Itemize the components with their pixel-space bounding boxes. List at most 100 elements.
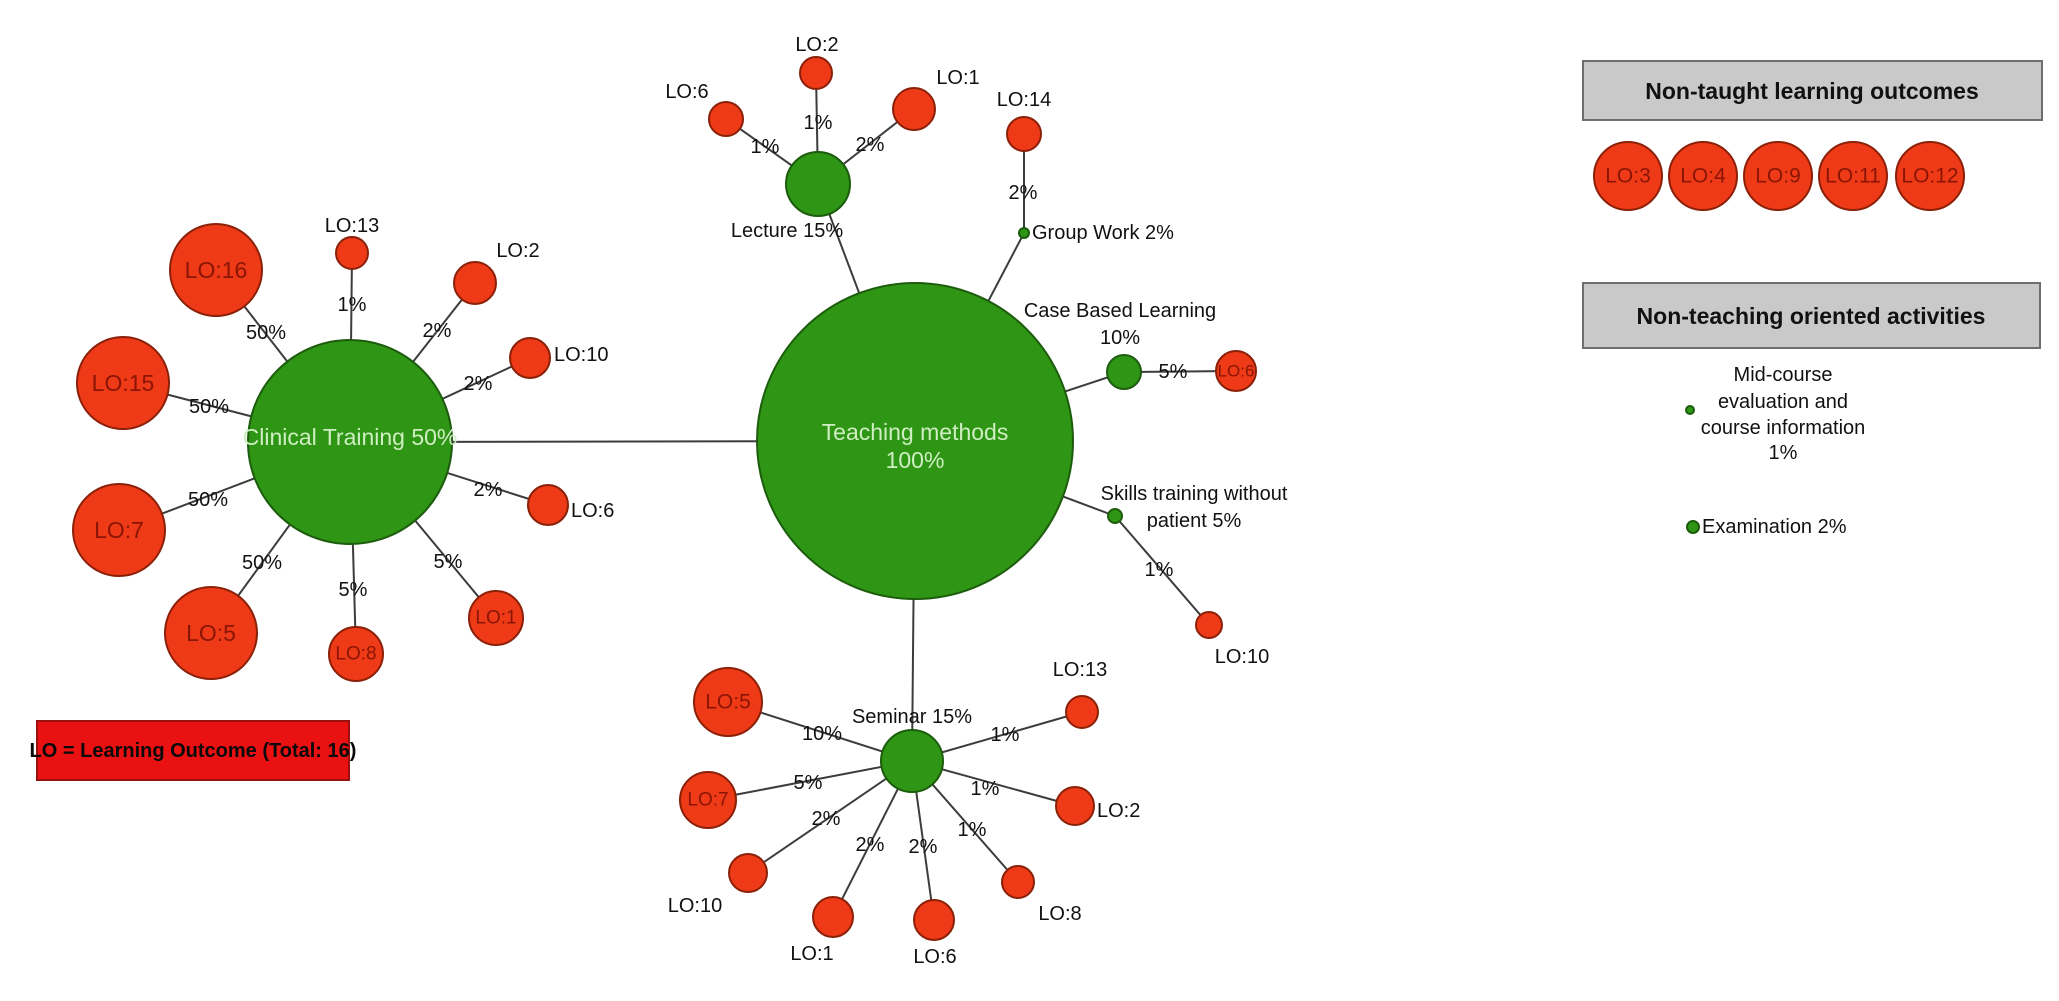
non-teaching-header-title: Non-teaching oriented activities	[1637, 303, 1986, 329]
clinical-lo2-outer-label: LO:2	[496, 240, 539, 262]
teaching-methods-label: Teaching methods	[822, 419, 1009, 445]
clinical-lo10-pct: 2%	[464, 373, 493, 395]
lecture-label: Lecture 15%	[731, 220, 844, 242]
clinical-lo5-node	[164, 586, 258, 680]
seminar-lo1-pct: 2%	[856, 834, 885, 856]
seminar-lo5-node	[693, 667, 763, 737]
case-based-pct-label: 10%	[1100, 327, 1140, 349]
group-work-node	[1018, 227, 1030, 239]
teaching-methods-percent: 100%	[886, 447, 945, 473]
clinical-lo10-node	[509, 337, 551, 379]
lo-legend-text: LO = Learning Outcome (Total: 16)	[30, 740, 357, 762]
seminar-label: Seminar 15%	[852, 706, 972, 728]
lecture-lo2-pct: 1%	[804, 112, 833, 134]
lo-legend-box	[36, 720, 350, 781]
midcourse-label-line4: 1%	[1769, 442, 1798, 464]
teaching-methods-node	[756, 282, 1074, 600]
clinical-lo15-label: LO:15	[92, 370, 155, 396]
skills-training-title-line1: Skills training without	[1101, 483, 1288, 505]
lecture-lo1-pct: 2%	[856, 134, 885, 156]
clinical-lo1-label: LO:1	[475, 608, 516, 629]
non-taught-lo11-label: LO:11	[1825, 165, 1881, 188]
seminar-lo6-outer-label: LO:6	[913, 946, 956, 968]
clinical-lo15-pct: 50%	[189, 396, 229, 418]
examination-node	[1686, 520, 1700, 534]
edge-seminar-lo10	[747, 760, 913, 874]
cluster-case-based: Case Based Learning 10% 5% LO:6	[1024, 300, 1257, 392]
clinical-lo6-outer-label: LO:6	[571, 500, 614, 522]
clinical-training-node	[247, 339, 453, 545]
clinical-lo5-label: LO:5	[186, 620, 236, 646]
cluster-clinical-training: Clinical Training 50% LO:16 LO:15 LO:7 L…	[72, 215, 614, 682]
non-taught-lo12-node	[1895, 141, 1965, 211]
group-work-lo14-label: LO:14	[997, 89, 1051, 111]
case-based-node	[1106, 354, 1142, 390]
lecture-node	[785, 151, 851, 217]
non-taught-header-title: Non-taught learning outcomes	[1645, 78, 1979, 104]
group-work-lo14-node	[1006, 116, 1042, 152]
case-based-title: Case Based Learning	[1024, 300, 1216, 322]
group-work-label: Group Work 2%	[1032, 222, 1174, 244]
clinical-lo8-pct: 5%	[339, 579, 368, 601]
clinical-lo1-node	[468, 590, 524, 646]
seminar-lo10-node	[728, 853, 768, 893]
non-taught-lo9-node	[1743, 141, 1813, 211]
clinical-training-label: Clinical Training 50%	[243, 424, 458, 450]
skills-lo10-label: LO:10	[1215, 646, 1269, 668]
seminar-lo5-pct: 10%	[802, 723, 842, 745]
non-teaching-header-box	[1582, 282, 2041, 349]
seminar-lo5-label: LO:5	[705, 691, 751, 714]
clinical-lo8-label: LO:8	[335, 644, 376, 665]
non-taught-lo3-node	[1593, 141, 1663, 211]
seminar-lo6-pct: 2%	[909, 836, 938, 858]
lecture-lo1-label: LO:1	[936, 67, 979, 89]
clinical-lo2-pct: 2%	[423, 320, 452, 342]
case-based-lo6-node	[1215, 350, 1257, 392]
seminar-lo8-pct: 1%	[958, 819, 987, 841]
midcourse-node	[1685, 405, 1695, 415]
lecture-lo6-label: LO:6	[665, 81, 708, 103]
cluster-seminar: Seminar 15% LO:5 LO:7 LO:10 LO:1 LO:6 LO…	[668, 659, 1141, 968]
seminar-lo2-node	[1055, 786, 1095, 826]
non-taught-lo4-label: LO:4	[1680, 165, 1726, 188]
lecture-lo1-node	[892, 87, 936, 131]
clinical-lo16-node	[169, 223, 263, 317]
clinical-lo13-pct: 1%	[338, 294, 367, 316]
group-work-pct: 2%	[1009, 182, 1038, 204]
seminar-lo10-outer-label: LO:10	[668, 895, 722, 917]
clinical-lo16-label: LO:16	[185, 257, 248, 283]
midcourse-label-line2: evaluation and	[1718, 391, 1848, 413]
lecture-lo2-label: LO:2	[795, 34, 838, 56]
clinical-lo13-outer-label: LO:13	[325, 215, 379, 237]
seminar-lo2-pct: 1%	[971, 778, 1000, 800]
skills-training-link-pct: 1%	[1145, 559, 1174, 581]
clinical-lo2-node	[453, 261, 497, 305]
non-taught-lo4-node	[1668, 141, 1738, 211]
seminar-lo1-node	[812, 896, 854, 938]
clinical-lo7-pct: 50%	[188, 489, 228, 511]
case-based-link-pct: 5%	[1159, 361, 1188, 383]
panel-non-taught: Non-taught learning outcomes LO:3 LO:4 L…	[1582, 60, 2043, 211]
non-taught-lo3-label: LO:3	[1605, 165, 1651, 188]
midcourse-label-line1: Mid-course	[1734, 364, 1833, 386]
cluster-lecture: Lecture 15% LO:6 LO:2 LO:1 1% 1% 2%	[665, 34, 979, 242]
seminar-lo7-node	[679, 771, 737, 829]
seminar-lo1-outer-label: LO:1	[790, 943, 833, 965]
clinical-lo10-outer-label: LO:10	[554, 344, 608, 366]
clinical-lo7-node	[72, 483, 166, 577]
clinical-lo15-node	[76, 336, 170, 430]
clinical-lo13-node	[335, 236, 369, 270]
clinical-lo5-pct: 50%	[242, 552, 282, 574]
seminar-lo2-outer-label: LO:2	[1097, 800, 1140, 822]
panel-non-teaching: Non-teaching oriented activities Mid-cou…	[1582, 282, 2041, 538]
clinical-lo6-pct: 2%	[474, 479, 503, 501]
seminar-lo6-node	[913, 899, 955, 941]
seminar-node	[880, 729, 944, 793]
case-based-lo6-label: LO:6	[1218, 362, 1255, 381]
clinical-lo8-node	[328, 626, 384, 682]
seminar-lo13-pct: 1%	[991, 724, 1020, 746]
clinical-lo1-pct: 5%	[434, 551, 463, 573]
seminar-lo10-pct: 2%	[812, 808, 841, 830]
